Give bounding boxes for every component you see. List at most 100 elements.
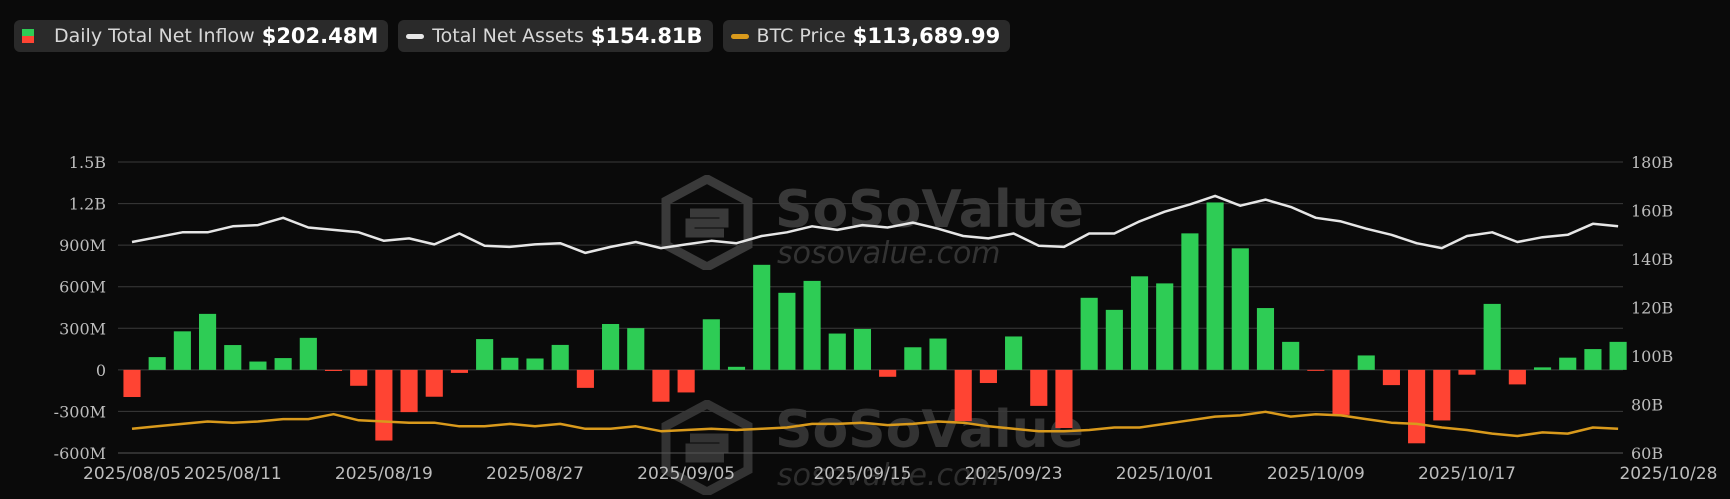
x-tick-label: 2025/09/15	[813, 464, 911, 484]
inflow-bar	[1206, 202, 1224, 370]
x-tick-label: 2025/10/28	[1619, 464, 1717, 484]
inflow-bar	[979, 369, 997, 384]
axes: 1.5B 1.2B 900M 600M 300M 0 -300M -600M 180B 160B 1…	[54, 153, 1718, 484]
y-right-tick-label: 120B	[1631, 299, 1673, 318]
inflow-bar	[476, 339, 494, 370]
inflow-bar	[753, 264, 771, 370]
inflow-bar	[803, 280, 821, 370]
y-left-tick-label: 1.2B	[69, 195, 106, 214]
inflow-bar	[249, 361, 267, 370]
inflow-bar	[627, 328, 645, 370]
y-right-tick-label: 180B	[1631, 153, 1673, 172]
legend-inflow[interactable]: Daily Total Net Inflow $202.48M	[14, 20, 389, 52]
y-right-tick-label: 80B	[1631, 396, 1663, 415]
btc-price-line	[131, 410, 1619, 438]
inflow-bar	[1433, 369, 1451, 421]
inflow-bar	[299, 337, 317, 370]
y-left-tick-label: 600M	[59, 278, 106, 297]
inflow-bar	[1005, 336, 1023, 370]
inflow-bar	[576, 369, 594, 388]
inflow-bar	[727, 366, 746, 370]
inflow-bar	[400, 369, 418, 413]
y-right-tick-label: 100B	[1631, 347, 1673, 366]
inflow-bar	[828, 333, 846, 370]
inflow-bar	[954, 369, 972, 422]
inflow-bar	[425, 369, 443, 397]
inflow-bar	[324, 369, 343, 371]
x-tick-label: 2025/08/11	[184, 464, 282, 484]
inflow-bar	[702, 319, 720, 370]
inflow-bar	[450, 369, 469, 373]
inflow-bar	[1055, 369, 1073, 429]
inflow-bar	[123, 369, 141, 398]
inflow-bar	[1181, 233, 1199, 370]
inflow-bar	[929, 338, 947, 370]
inflow-bar	[853, 328, 872, 370]
inflow-bar	[677, 369, 695, 393]
y-left-tick-label: 900M	[59, 236, 106, 255]
legend-btc[interactable]: BTC Price $113,689.99	[722, 20, 1011, 52]
y-left-tick-label: 1.5B	[69, 153, 106, 172]
x-tick-label: 2025/09/23	[965, 464, 1063, 484]
legend-btc-label: BTC Price	[756, 25, 846, 47]
total-net-assets-line	[131, 194, 1619, 255]
inflow-bar	[1382, 369, 1400, 386]
inflow-bar	[1357, 355, 1375, 370]
legend-assets[interactable]: Total Net Assets $154.81B	[398, 20, 713, 52]
inflow-bar	[350, 369, 368, 386]
inflow-bar	[551, 344, 569, 370]
inflow-bar	[1609, 341, 1627, 370]
inflow-bar	[1508, 369, 1526, 385]
inflow-bar	[1156, 283, 1174, 370]
inflow-bar	[904, 347, 922, 370]
inflow-bar	[879, 369, 897, 377]
assets-line-swatch-icon	[406, 33, 425, 39]
inflow-bar	[274, 358, 292, 370]
x-tick-label: 2025/08/05	[83, 464, 181, 484]
y-right-tick-label: 140B	[1631, 250, 1673, 269]
inflow-bar	[526, 358, 544, 370]
inflow-bar	[1231, 248, 1249, 370]
inflow-bar	[224, 345, 242, 370]
inflow-bar	[1307, 369, 1325, 371]
y-left-tick-label: -600M	[54, 444, 106, 463]
inflow-bar	[652, 369, 670, 402]
y-right-tick-label: 60B	[1631, 444, 1663, 463]
legend-btc-value: $113,689.99	[852, 24, 1001, 48]
inflow-bar	[778, 292, 796, 370]
legend-inflow-value: $202.48M	[261, 24, 379, 48]
inflow-bar	[1584, 349, 1602, 370]
x-tick-label: 2025/10/01	[1116, 464, 1214, 484]
inflow-bar	[148, 357, 166, 370]
x-tick-label: 2025/09/05	[637, 464, 735, 484]
inflow-bar	[1533, 367, 1552, 370]
x-tick-label: 2025/10/09	[1267, 464, 1365, 484]
inflow-swatch-icon	[22, 29, 34, 43]
inflow-bar	[1080, 297, 1098, 370]
inflow-bar	[1458, 369, 1476, 375]
inflow-bar	[1282, 341, 1300, 370]
inflow-bar	[1483, 303, 1501, 370]
inflow-bar	[1105, 309, 1123, 370]
inflow-bar	[1559, 357, 1577, 370]
grid	[118, 161, 1623, 454]
x-tick-label: 2025/08/27	[486, 464, 584, 484]
y-left-tick-label: -300M	[54, 402, 106, 421]
inflow-bar	[1408, 369, 1426, 444]
inflow-bar	[1130, 276, 1149, 370]
legend: Daily Total Net Inflow $202.48M Total Ne…	[14, 20, 1011, 52]
inflow-bar	[602, 323, 620, 370]
bars	[123, 202, 1627, 444]
inflow-bar	[1030, 369, 1048, 406]
y-right-tick-label: 160B	[1631, 202, 1673, 221]
inflow-bar	[173, 331, 191, 370]
inflow-bar	[1256, 308, 1275, 370]
btc-line-swatch-icon	[730, 33, 749, 39]
legend-inflow-label: Daily Total Net Inflow	[54, 25, 255, 47]
y-left-tick-label: 300M	[59, 319, 106, 338]
x-tick-label: 2025/10/17	[1418, 464, 1516, 484]
inflow-bar	[1332, 369, 1350, 415]
legend-assets-value: $154.81B	[590, 24, 703, 48]
y-left-tick-label: 0	[96, 361, 106, 380]
